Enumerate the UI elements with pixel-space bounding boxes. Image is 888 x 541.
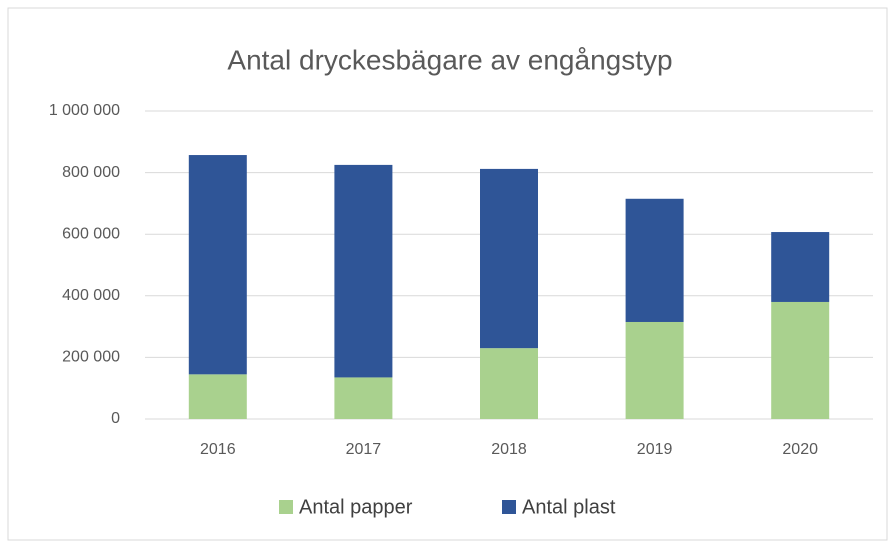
legend-label: Antal papper: [299, 496, 413, 518]
bar-segment: [771, 232, 830, 302]
x-tick-label: 2017: [346, 441, 382, 458]
chart-title: Antal dryckesbägare av engångstyp: [227, 44, 672, 75]
y-tick-label: 1 000 000: [49, 102, 120, 119]
bar-segment: [480, 168, 538, 349]
chart-border: [7, 7, 888, 541]
bar-segment: [188, 374, 247, 419]
x-tick-label: 2016: [200, 441, 236, 458]
bar-segment: [771, 301, 830, 419]
bar-segment: [334, 377, 393, 419]
x-tick-label: 2018: [491, 441, 527, 458]
bar-segment: [188, 155, 247, 375]
x-tick-label: 2019: [637, 441, 673, 458]
bar-segment: [625, 198, 684, 322]
legend-swatch: [279, 500, 293, 514]
y-tick-label: 600 000: [62, 225, 120, 242]
bar-segment: [480, 348, 538, 419]
y-tick-label: 0: [111, 410, 120, 427]
bar-segment: [625, 321, 684, 419]
x-tick-label: 2020: [782, 441, 818, 458]
bar-segment: [334, 164, 393, 378]
legend-swatch: [502, 500, 516, 514]
y-tick-label: 200 000: [62, 349, 120, 366]
y-tick-label: 400 000: [62, 287, 120, 304]
y-tick-label: 800 000: [62, 164, 120, 181]
legend-label: Antal plast: [522, 496, 616, 518]
